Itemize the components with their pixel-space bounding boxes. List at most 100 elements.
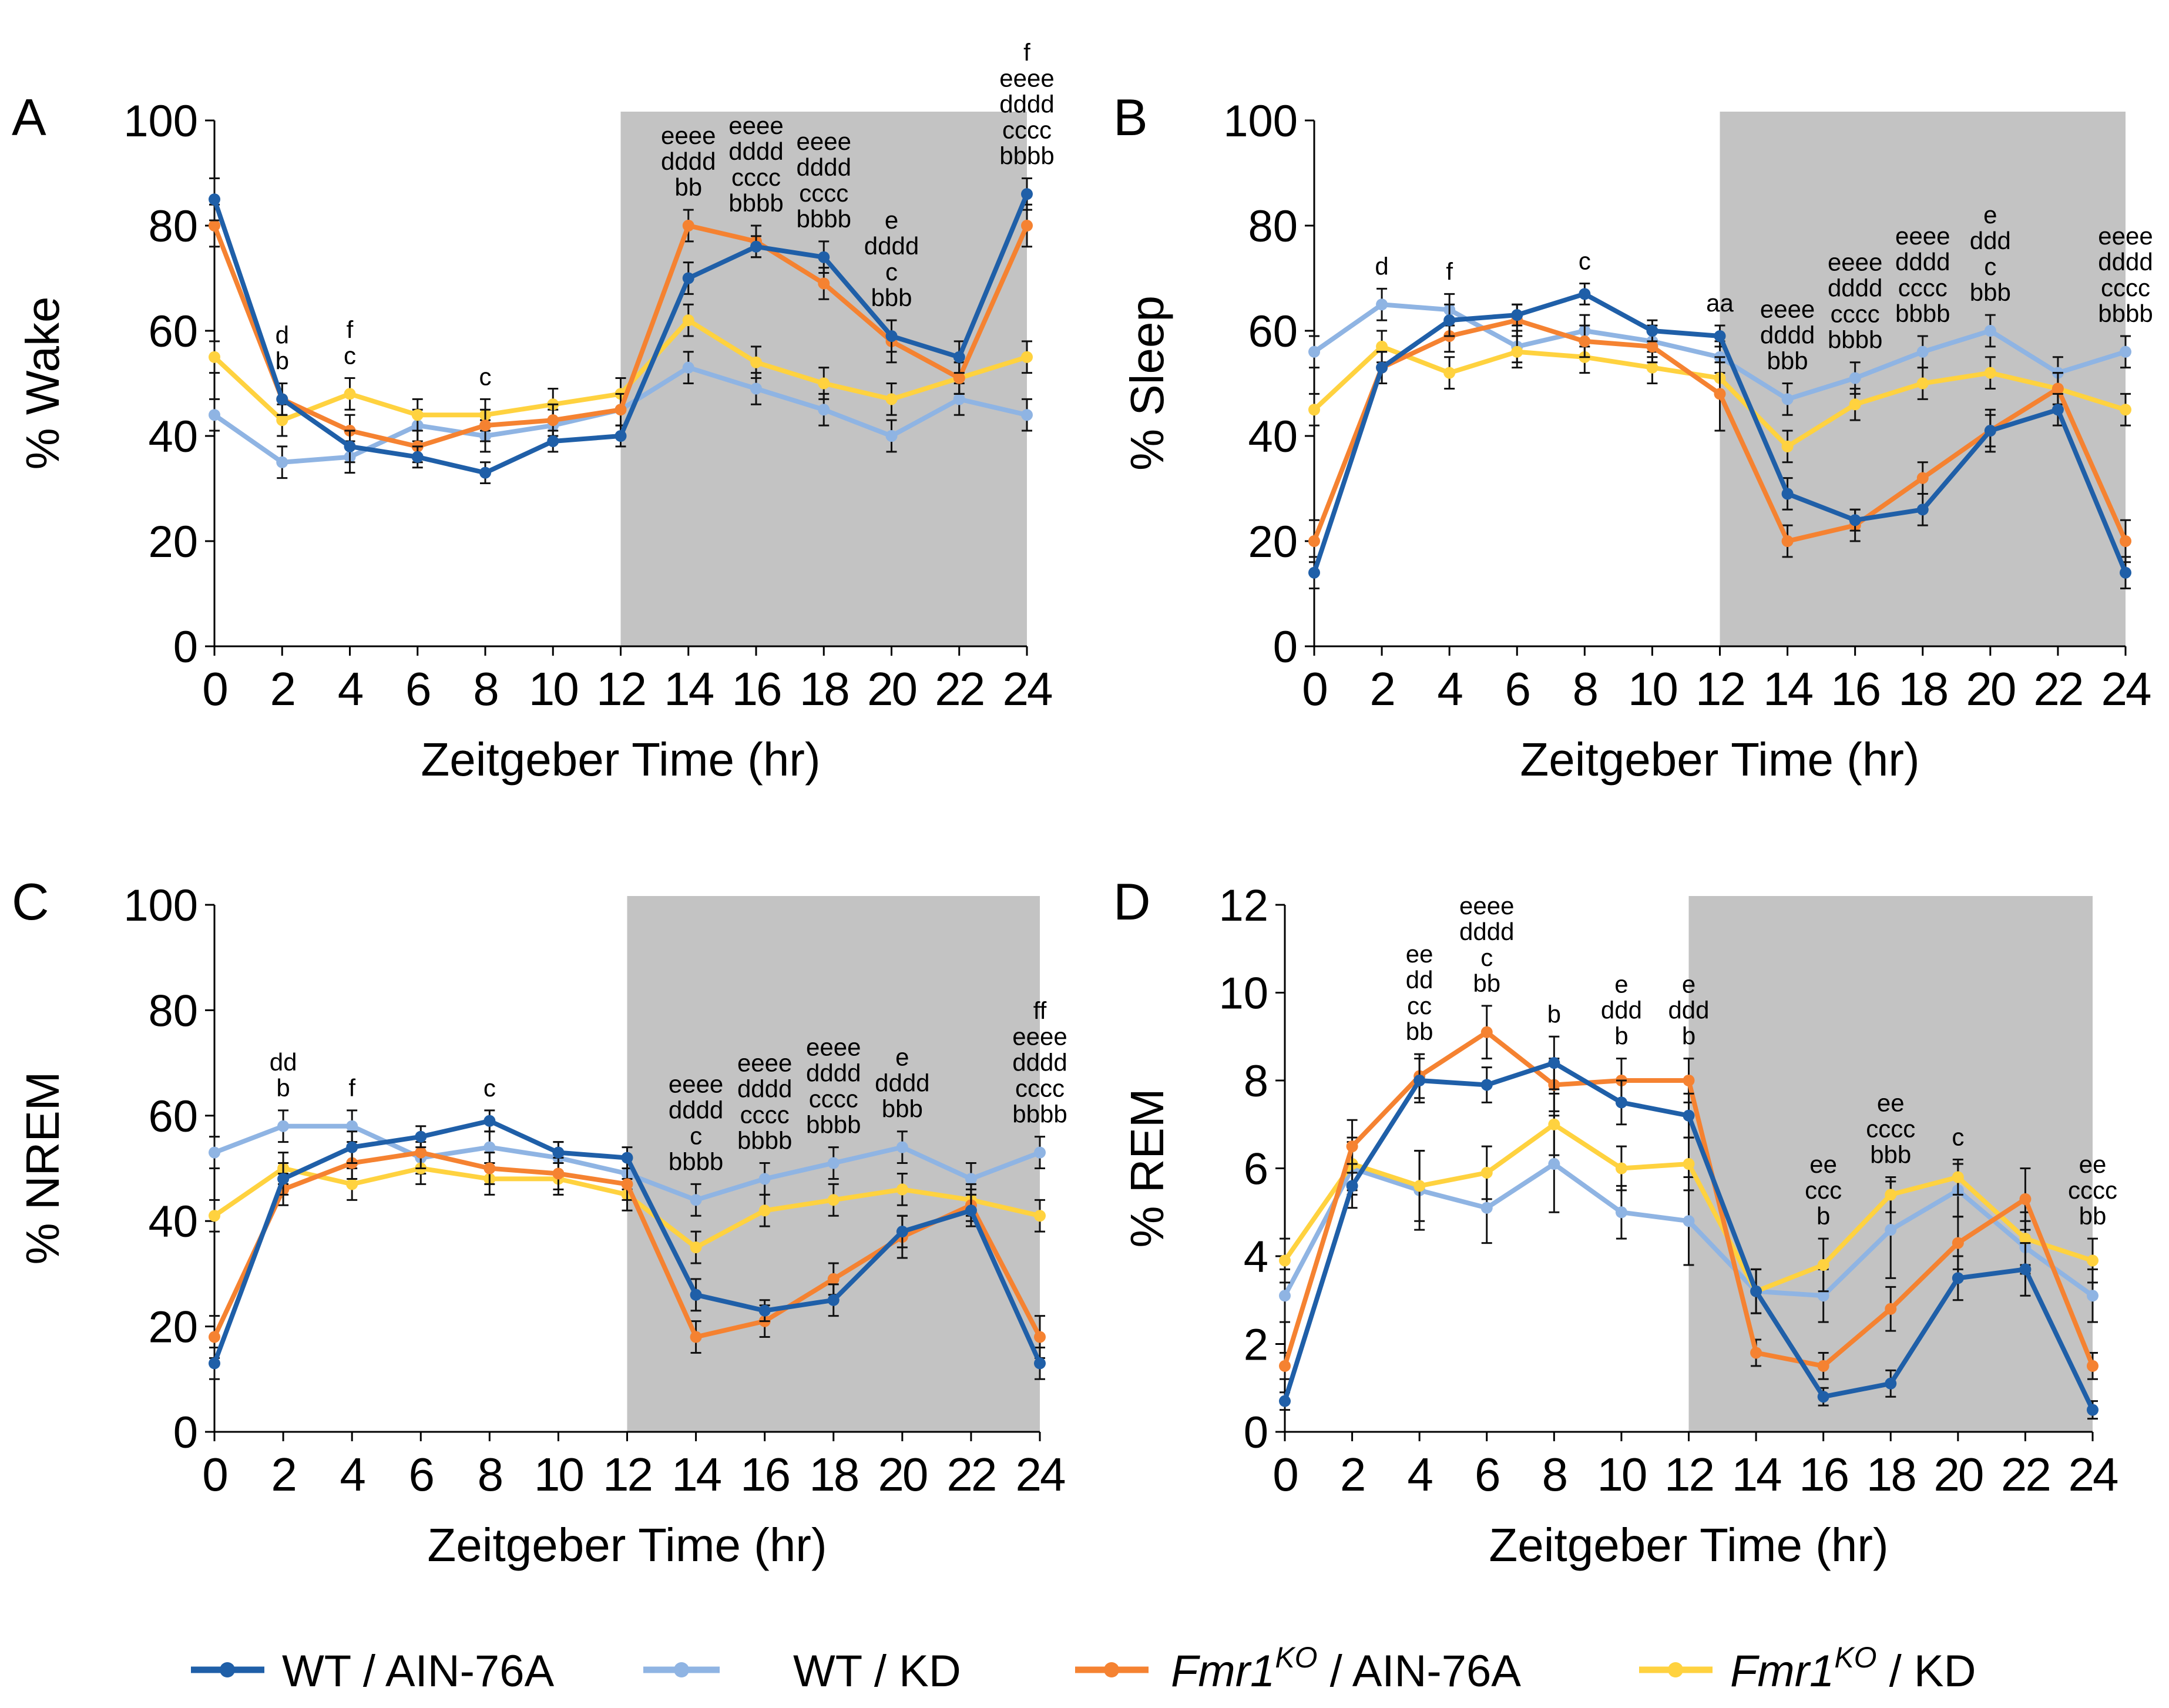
data-point — [1683, 1109, 1695, 1122]
data-point — [1034, 1210, 1046, 1222]
legend-marker-fmr1-ain — [1104, 1662, 1119, 1677]
y-tick-label: 60 — [148, 307, 198, 357]
data-point — [2087, 1360, 2099, 1372]
data-point — [1511, 345, 1523, 358]
legend-gene-fmr1-kd: Fmr1 — [1730, 1646, 1834, 1696]
data-point — [1279, 1290, 1291, 1302]
data-point — [1548, 1158, 1560, 1170]
data-point — [484, 1115, 496, 1127]
data-point — [479, 420, 491, 432]
significance-label: e — [885, 206, 898, 234]
x-tick-label: 12 — [603, 1448, 652, 1501]
significance-label: bbb — [882, 1095, 923, 1123]
significance-label: c — [344, 342, 356, 370]
data-point — [965, 1204, 977, 1217]
y-tick-label: 2 — [1244, 1320, 1268, 1370]
significance-label: dddd — [806, 1059, 861, 1087]
data-point — [758, 1173, 771, 1185]
legend-rest-fmr1-ain: / AIN-76A — [1318, 1646, 1522, 1696]
significance-label: c — [885, 258, 898, 286]
legend-gene-fmr1-ain: Fmr1 — [1171, 1646, 1275, 1696]
data-point — [1376, 340, 1388, 353]
significance-label: dddd — [1895, 248, 1950, 276]
significance-label: eeee — [1828, 249, 1882, 276]
significance-label: b — [1614, 1022, 1628, 1050]
x-tick-label: 14 — [664, 663, 713, 715]
x-tick-label: 24 — [1003, 663, 1052, 715]
significance-label: ee — [1406, 940, 1433, 968]
data-point — [1952, 1237, 1964, 1249]
data-point — [2019, 1193, 2032, 1205]
data-point — [346, 1178, 358, 1190]
data-point — [1308, 404, 1320, 416]
x-tick-label: 0 — [202, 1448, 227, 1501]
data-point — [1413, 1075, 1426, 1086]
data-point — [411, 409, 424, 421]
x-tick-label: 18 — [809, 1448, 858, 1501]
significance-label: cc — [1407, 992, 1432, 1019]
data-point — [1021, 351, 1033, 363]
significance-label: dddd — [875, 1069, 929, 1097]
data-point — [2120, 404, 2131, 416]
significance-label: eeee — [999, 64, 1054, 92]
significance-label: dddd — [1760, 321, 1815, 349]
x-tick-label: 18 — [800, 663, 848, 715]
data-point — [818, 377, 830, 390]
data-point — [1480, 1079, 1493, 1091]
significance-annotation: db — [276, 321, 289, 375]
data-point — [209, 193, 220, 206]
data-point — [818, 404, 830, 416]
x-tick-label: 12 — [1664, 1448, 1713, 1501]
x-tick-label: 24 — [1016, 1448, 1065, 1501]
y-tick-label: 0 — [1244, 1408, 1268, 1458]
significance-label: dddd — [669, 1096, 723, 1123]
significance-label: bbbb — [1895, 300, 1950, 327]
panel-label: D — [1113, 873, 1151, 931]
data-point — [1885, 1224, 1897, 1236]
data-point — [615, 404, 627, 416]
significance-label: dd — [270, 1048, 297, 1076]
x-tick-label: 2 — [271, 1448, 296, 1501]
significance-label: f — [347, 316, 354, 344]
data-point — [1548, 1057, 1560, 1069]
significance-label: eeee — [728, 112, 783, 139]
data-point — [1849, 372, 1861, 384]
data-point — [690, 1331, 702, 1343]
x-tick-label: 10 — [1597, 1448, 1646, 1501]
significance-annotation: fc — [344, 316, 356, 370]
significance-label: bbbb — [1012, 1100, 1067, 1128]
significance-label: b — [1547, 1000, 1561, 1028]
data-point — [682, 314, 694, 327]
x-tick-label: 10 — [529, 663, 577, 715]
data-point — [1817, 1290, 1829, 1302]
data-point — [953, 372, 965, 384]
significance-label: bbbb — [806, 1111, 861, 1139]
y-tick-label: 40 — [148, 1197, 198, 1247]
data-point — [1817, 1259, 1829, 1271]
data-point — [1279, 1360, 1291, 1372]
data-point — [209, 351, 220, 363]
x-axis-title: Zeitgeber Time (hr) — [1489, 1519, 1888, 1571]
data-point — [690, 1288, 702, 1301]
x-tick-label: 12 — [1695, 663, 1744, 715]
data-point — [1984, 325, 1996, 337]
significance-label: bb — [1406, 1018, 1433, 1045]
x-tick-label: 12 — [596, 663, 645, 715]
data-point — [827, 1273, 840, 1285]
significance-label: bbbb — [737, 1127, 792, 1155]
significance-label: f — [348, 1074, 355, 1102]
data-point — [1480, 1026, 1493, 1038]
data-point — [690, 1241, 702, 1254]
data-point — [1646, 361, 1658, 374]
data-point — [1308, 345, 1320, 358]
significance-label: eeee — [661, 122, 716, 149]
svg-text:WT / AIN-76A: WT / AIN-76A — [282, 1646, 554, 1696]
y-axis-title: % Wake — [16, 297, 69, 470]
significance-label: bbbb — [797, 205, 851, 233]
significance-label: dddd — [864, 232, 919, 260]
